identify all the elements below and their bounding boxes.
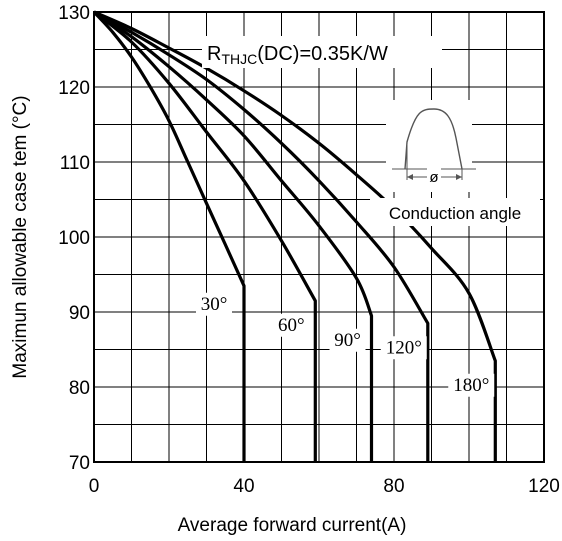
series-label: 120° xyxy=(386,337,422,358)
y-tick-label: 80 xyxy=(69,378,90,399)
phi-label: ø xyxy=(429,169,438,186)
y-tick-label: 90 xyxy=(69,303,90,324)
y-tick-label: 120 xyxy=(58,78,90,99)
conduction-angle-inset: ø xyxy=(386,100,476,192)
thermal-resistance-annotation: RTHJC(DC)=0.35K/W xyxy=(202,36,442,68)
y-tick-labels: 70 80 90 100 110 120 130 xyxy=(58,3,90,474)
x-tick-label: 80 xyxy=(383,476,404,497)
series-line xyxy=(93,10,430,462)
series-label-bg xyxy=(329,328,366,352)
series-label: 180° xyxy=(453,375,489,396)
series-label-bg xyxy=(380,336,427,360)
series-line xyxy=(92,10,246,462)
x-tick-labels: 0 40 80 120 xyxy=(89,476,560,497)
series-line xyxy=(93,10,497,462)
series-label: 90° xyxy=(334,330,361,351)
annotation-bg xyxy=(202,36,442,68)
plot-frame xyxy=(93,11,545,463)
conduction-angle-label: Conduction angle xyxy=(389,204,521,223)
y-tick-label: 100 xyxy=(58,228,90,249)
x-tick-label: 120 xyxy=(528,476,560,497)
phi-bg xyxy=(427,168,441,184)
y-axis-title: Maximun allowable case tem (°C) xyxy=(10,95,31,378)
x-tick-label: 40 xyxy=(233,476,254,497)
arrow-left-icon xyxy=(407,174,413,180)
y-tick-label: 110 xyxy=(60,153,90,174)
y-tick-label: 70 xyxy=(69,453,90,474)
rthjc-tail: (DC)=0.35K/W xyxy=(257,43,388,65)
series-line xyxy=(93,10,317,462)
conduction-label-bg xyxy=(370,198,540,226)
x-axis-title: Average forward current(A) xyxy=(178,515,407,536)
rthjc-label: RTHJC(DC)=0.35K/W xyxy=(207,43,388,67)
arrow-right-icon xyxy=(456,174,462,180)
series-label-bg xyxy=(273,313,310,337)
series-labels: 30° 60° 90° 120° 180° xyxy=(196,292,495,397)
series-label-bg xyxy=(448,373,495,397)
series-curves xyxy=(92,10,497,462)
series-label-bg xyxy=(196,292,232,316)
series-line xyxy=(93,10,374,462)
series-label: 60° xyxy=(278,315,305,336)
series-label: 30° xyxy=(201,294,228,315)
y-tick-label: 130 xyxy=(58,3,90,24)
half-sine-waveform-icon xyxy=(404,108,463,170)
rthjc-subscript: THJC xyxy=(221,51,257,67)
x-tick-label: 0 xyxy=(89,476,100,497)
rthjc-main: R xyxy=(207,43,221,65)
